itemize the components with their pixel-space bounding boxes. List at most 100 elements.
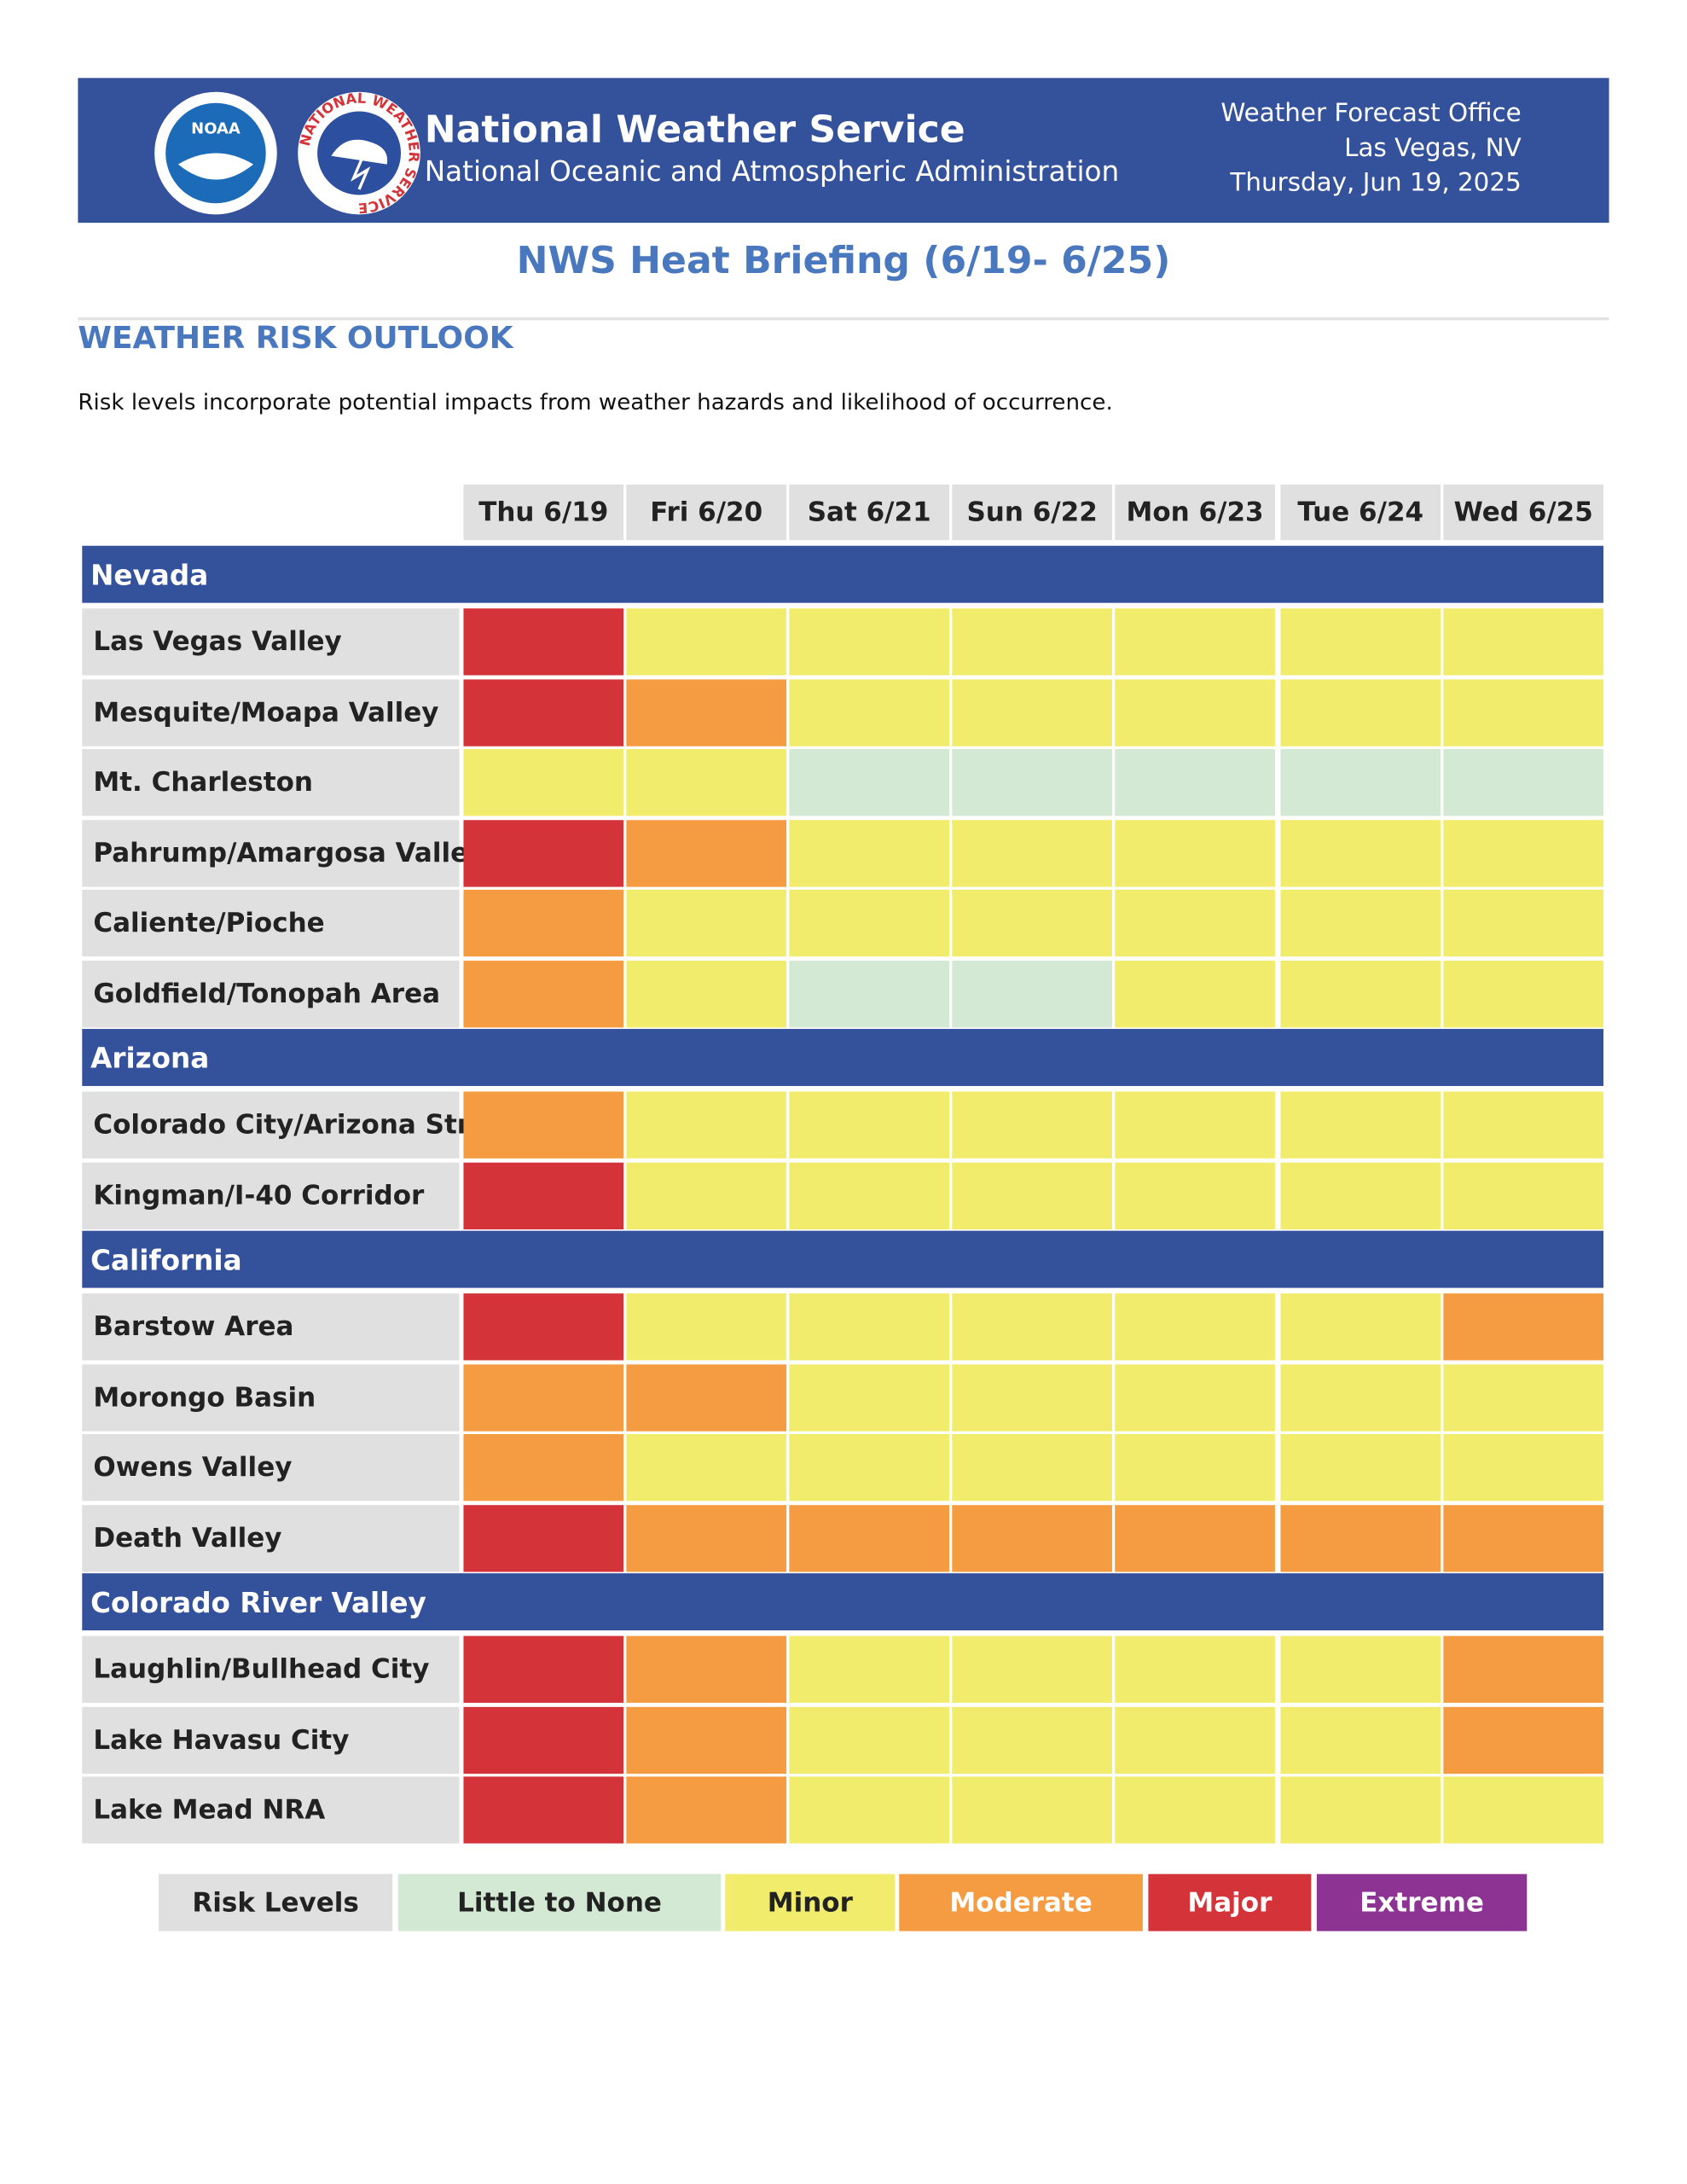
risk-cell [1280, 1635, 1441, 1703]
risk-cell [952, 1293, 1112, 1361]
agency-name: National Weather Service [424, 108, 965, 152]
risk-cell [1115, 1363, 1275, 1431]
risk-cell [463, 1706, 624, 1774]
risk-cell [952, 1504, 1112, 1571]
risk-cell [952, 1776, 1112, 1844]
risk-cell [1280, 819, 1441, 886]
risk-cell [626, 1293, 787, 1361]
risk-cell [1443, 678, 1604, 746]
noaa-logo-text: NOAA [191, 120, 241, 138]
risk-cell [626, 1091, 787, 1159]
risk-cell [1115, 678, 1275, 746]
risk-cell [1280, 608, 1441, 676]
group-header: California [82, 1230, 1604, 1288]
page-title: NWS Heat Briefing (6/19- 6/25) [516, 239, 1171, 283]
legend-item: Minor [725, 1873, 896, 1931]
risk-cell [1443, 1504, 1604, 1571]
risk-cell [463, 1433, 624, 1502]
risk-cell [952, 960, 1112, 1027]
risk-cell [626, 1161, 787, 1229]
risk-cell [1443, 1776, 1604, 1844]
risk-cell [463, 1293, 624, 1361]
legend-item: Extreme [1316, 1873, 1528, 1931]
risk-cell [789, 1433, 950, 1502]
risk-cell [1115, 1161, 1275, 1229]
risk-cell [626, 1363, 787, 1431]
risk-cell [1115, 960, 1275, 1027]
office-line: Las Vegas, NV [1344, 133, 1522, 163]
row-label: Death Valley [82, 1504, 460, 1571]
risk-cell [1280, 889, 1441, 957]
risk-cell [789, 608, 950, 676]
risk-cell [626, 960, 787, 1027]
divider [78, 317, 1609, 321]
risk-cell [1443, 1091, 1604, 1159]
row-label: Morongo Basin [82, 1363, 460, 1431]
risk-cell [1115, 1706, 1275, 1774]
risk-cell [1443, 1293, 1604, 1361]
risk-cell [463, 1363, 624, 1431]
risk-cell [952, 1363, 1112, 1431]
legend-item: Little to None [397, 1873, 722, 1931]
day-header: Fri 6/20 [626, 484, 787, 541]
risk-cell [1280, 749, 1441, 816]
risk-cell [1115, 1635, 1275, 1703]
risk-cell [626, 608, 787, 676]
risk-cell [952, 1161, 1112, 1229]
risk-cell [1443, 1706, 1604, 1774]
risk-cell [1280, 1363, 1441, 1431]
risk-cell [789, 1293, 950, 1361]
risk-cell [1443, 889, 1604, 957]
risk-cell [463, 819, 624, 886]
risk-cell [789, 1091, 950, 1159]
risk-cell [626, 1706, 787, 1774]
risk-cell [1115, 1091, 1275, 1159]
row-label: Pahrump/Amargosa Valley [82, 819, 485, 886]
day-header: Sun 6/22 [952, 484, 1112, 541]
risk-cell [1280, 1504, 1441, 1571]
risk-cell [1280, 1293, 1441, 1361]
risk-cell [626, 1433, 787, 1502]
risk-cell [626, 749, 787, 816]
day-header: Thu 6/19 [463, 484, 624, 541]
group-header: Arizona [82, 1029, 1604, 1086]
day-header: Mon 6/23 [1115, 484, 1275, 541]
day-header: Sat 6/21 [789, 484, 950, 541]
row-label: Mt. Charleston [82, 749, 460, 816]
legend-item: Moderate [899, 1873, 1143, 1931]
nws-bolt [351, 158, 371, 190]
risk-cell [463, 960, 624, 1027]
risk-cell [626, 1776, 787, 1844]
risk-cell [952, 889, 1112, 957]
risk-cell [463, 1504, 624, 1571]
risk-cell [1443, 608, 1604, 676]
risk-cell [1443, 1635, 1604, 1703]
risk-cell [789, 1706, 950, 1774]
risk-cell [952, 819, 1112, 886]
risk-cell [789, 1363, 950, 1431]
risk-cell [789, 960, 950, 1027]
risk-cell [789, 819, 950, 886]
day-header: Tue 6/24 [1280, 484, 1441, 541]
row-label: Caliente/Pioche [82, 889, 460, 957]
risk-cell [463, 889, 624, 957]
risk-cell [789, 749, 950, 816]
risk-cell [626, 889, 787, 957]
description: Risk levels incorporate potential impact… [78, 388, 1113, 415]
risk-cell [463, 1161, 624, 1229]
row-label: Laughlin/Bullhead City [82, 1635, 460, 1703]
risk-cell [1280, 1091, 1441, 1159]
header-banner: NOAA NATIONAL WEATHER SERVICE National W… [78, 78, 1609, 224]
risk-cell [463, 608, 624, 676]
risk-cell [1115, 1504, 1275, 1571]
group-header: Colorado River Valley [82, 1573, 1604, 1631]
risk-cell [1443, 819, 1604, 886]
risk-cell [463, 678, 624, 746]
risk-cell [1115, 749, 1275, 816]
risk-cell [463, 1635, 624, 1703]
row-label: Owens Valley [82, 1433, 460, 1502]
risk-cell [1280, 1706, 1441, 1774]
office-info: Weather Forecast Office Las Vegas, NV Thur… [1220, 96, 1521, 200]
office-line: Thursday, Jun 19, 2025 [1230, 168, 1522, 198]
